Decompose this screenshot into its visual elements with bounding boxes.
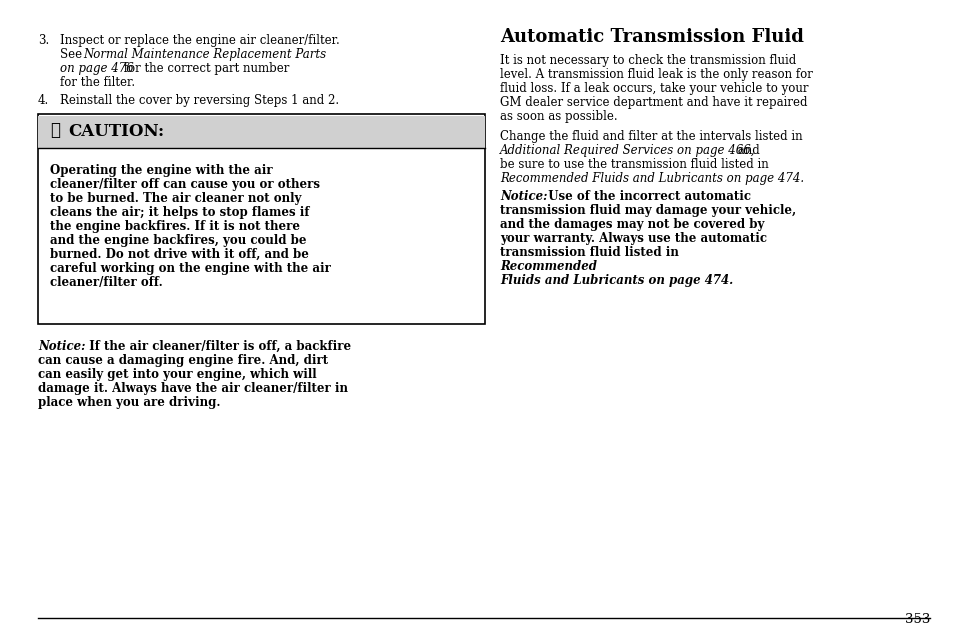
Text: Change the fluid and filter at the intervals listed in: Change the fluid and filter at the inter…: [499, 130, 801, 143]
Text: ⚠: ⚠: [50, 123, 60, 139]
Text: can easily get into your engine, which will: can easily get into your engine, which w…: [38, 368, 316, 381]
Text: damage it. Always have the air cleaner/filter in: damage it. Always have the air cleaner/f…: [38, 382, 348, 395]
Text: and the engine backfires, you could be: and the engine backfires, you could be: [50, 234, 306, 247]
Text: place when you are driving.: place when you are driving.: [38, 396, 220, 409]
Text: Inspect or replace the engine air cleaner/filter.: Inspect or replace the engine air cleane…: [60, 34, 339, 47]
Text: cleaner/filter off.: cleaner/filter off.: [50, 276, 163, 289]
Text: If the air cleaner/filter is off, a backfire: If the air cleaner/filter is off, a back…: [81, 340, 351, 353]
Text: transmission fluid listed in: transmission fluid listed in: [499, 246, 682, 259]
Text: CAUTION:: CAUTION:: [68, 123, 164, 139]
Text: Normal Maintenance Replacement Parts: Normal Maintenance Replacement Parts: [83, 48, 326, 61]
Text: Fluids and Lubricants on page 474.: Fluids and Lubricants on page 474.: [499, 274, 733, 287]
Text: Use of the incorrect automatic: Use of the incorrect automatic: [539, 190, 750, 203]
Text: and: and: [733, 144, 759, 157]
Text: cleaner/filter off can cause you or others: cleaner/filter off can cause you or othe…: [50, 178, 319, 191]
Text: fluid loss. If a leak occurs, take your vehicle to your: fluid loss. If a leak occurs, take your …: [499, 82, 807, 95]
Text: for the filter.: for the filter.: [60, 76, 135, 89]
Text: Reinstall the cover by reversing Steps 1 and 2.: Reinstall the cover by reversing Steps 1…: [60, 94, 338, 107]
Text: 3.: 3.: [38, 34, 50, 47]
Text: 4.: 4.: [38, 94, 50, 107]
Text: It is not necessary to check the transmission fluid: It is not necessary to check the transmi…: [499, 54, 796, 67]
Text: cleans the air; it helps to stop flames if: cleans the air; it helps to stop flames …: [50, 206, 309, 219]
Text: for the correct part number: for the correct part number: [120, 62, 289, 75]
Text: Notice:: Notice:: [499, 190, 547, 203]
Text: Automatic Transmission Fluid: Automatic Transmission Fluid: [499, 28, 803, 46]
FancyBboxPatch shape: [38, 116, 484, 148]
Text: your warranty. Always use the automatic: your warranty. Always use the automatic: [499, 232, 766, 245]
Text: Recommended Fluids and Lubricants on page 474.: Recommended Fluids and Lubricants on pag…: [499, 172, 803, 185]
Text: the engine backfires. If it is not there: the engine backfires. If it is not there: [50, 220, 299, 233]
Text: as soon as possible.: as soon as possible.: [499, 110, 617, 123]
Text: 353: 353: [903, 613, 929, 626]
Text: level. A transmission fluid leak is the only reason for: level. A transmission fluid leak is the …: [499, 68, 812, 81]
Text: See: See: [60, 48, 86, 61]
FancyBboxPatch shape: [38, 114, 484, 324]
Text: on page 476: on page 476: [60, 62, 133, 75]
Text: Notice:: Notice:: [38, 340, 86, 353]
Text: and the damages may not be covered by: and the damages may not be covered by: [499, 218, 763, 231]
Text: Operating the engine with the air: Operating the engine with the air: [50, 164, 273, 177]
Text: Recommended: Recommended: [499, 260, 597, 273]
Text: Additional Required Services on page 466,: Additional Required Services on page 466…: [499, 144, 755, 157]
Text: be sure to use the transmission fluid listed in: be sure to use the transmission fluid li…: [499, 158, 768, 171]
Text: careful working on the engine with the air: careful working on the engine with the a…: [50, 262, 331, 275]
Text: to be burned. The air cleaner not only: to be burned. The air cleaner not only: [50, 192, 301, 205]
Text: can cause a damaging engine fire. And, dirt: can cause a damaging engine fire. And, d…: [38, 354, 328, 367]
Text: GM dealer service department and have it repaired: GM dealer service department and have it…: [499, 96, 806, 109]
Text: burned. Do not drive with it off, and be: burned. Do not drive with it off, and be: [50, 248, 309, 261]
Text: transmission fluid may damage your vehicle,: transmission fluid may damage your vehic…: [499, 204, 796, 217]
